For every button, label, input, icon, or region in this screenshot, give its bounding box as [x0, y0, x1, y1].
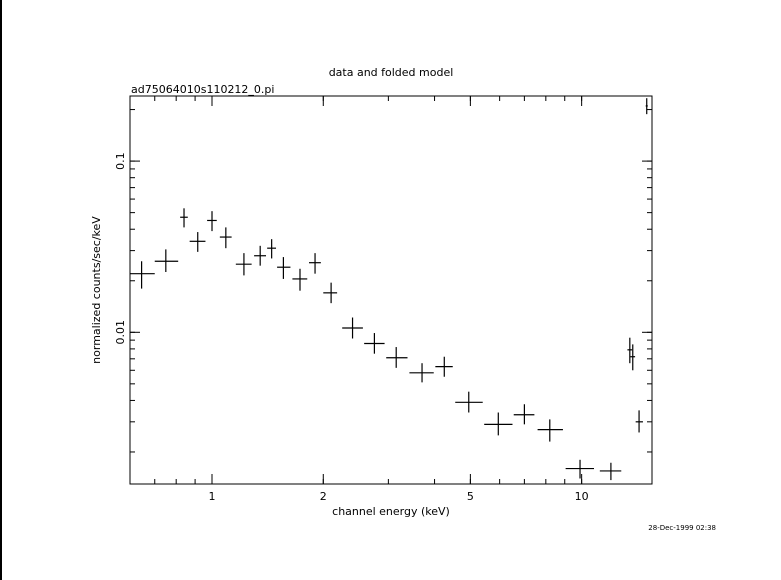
data-point [635, 410, 643, 433]
x-tick-label: 10 [575, 490, 589, 503]
data-point [630, 344, 636, 371]
data-point [130, 261, 155, 289]
data-point [513, 404, 535, 425]
data-point [219, 227, 232, 249]
data-point [292, 268, 308, 291]
data-point [386, 347, 408, 368]
chart-title: data and folded model [329, 66, 454, 79]
data-point [267, 239, 277, 259]
plot-frame [129, 95, 653, 485]
data-point [180, 208, 188, 228]
x-tick-label: 1 [209, 490, 216, 503]
y-tick-label: 0.01 [114, 320, 127, 345]
data-point [342, 317, 363, 339]
data-point [309, 253, 321, 274]
data-point [484, 412, 513, 436]
data-point [645, 98, 648, 115]
data-point [599, 462, 622, 481]
data-point [235, 253, 252, 276]
x-axis-label: channel energy (keV) [332, 505, 450, 518]
y-tick-label: 0.1 [114, 152, 127, 170]
y-axis: 0.1 0.01 [114, 109, 652, 453]
data-point [537, 419, 563, 442]
data-point [277, 257, 291, 279]
window-left-border [0, 0, 2, 580]
timestamp: 28-Dec-1999 02:38 [648, 524, 716, 532]
data-point [455, 391, 483, 413]
data-point [435, 356, 453, 377]
data-point [254, 245, 267, 266]
data-point [627, 337, 633, 364]
x-tick-label: 5 [467, 490, 474, 503]
data-point [189, 232, 206, 252]
data-point [154, 249, 179, 273]
data-point [323, 282, 338, 304]
x-tick-label: 2 [320, 490, 327, 503]
chart-subtitle: ad75064010s110212_0.pi [131, 83, 274, 96]
data-point [364, 333, 385, 354]
data-point [207, 211, 217, 232]
data-point [565, 459, 595, 479]
y-axis-label: normalized counts/sec/keV [90, 216, 103, 364]
data-points [130, 98, 648, 481]
x-axis: 1 2 5 10 [129, 96, 589, 503]
data-point [409, 363, 434, 383]
